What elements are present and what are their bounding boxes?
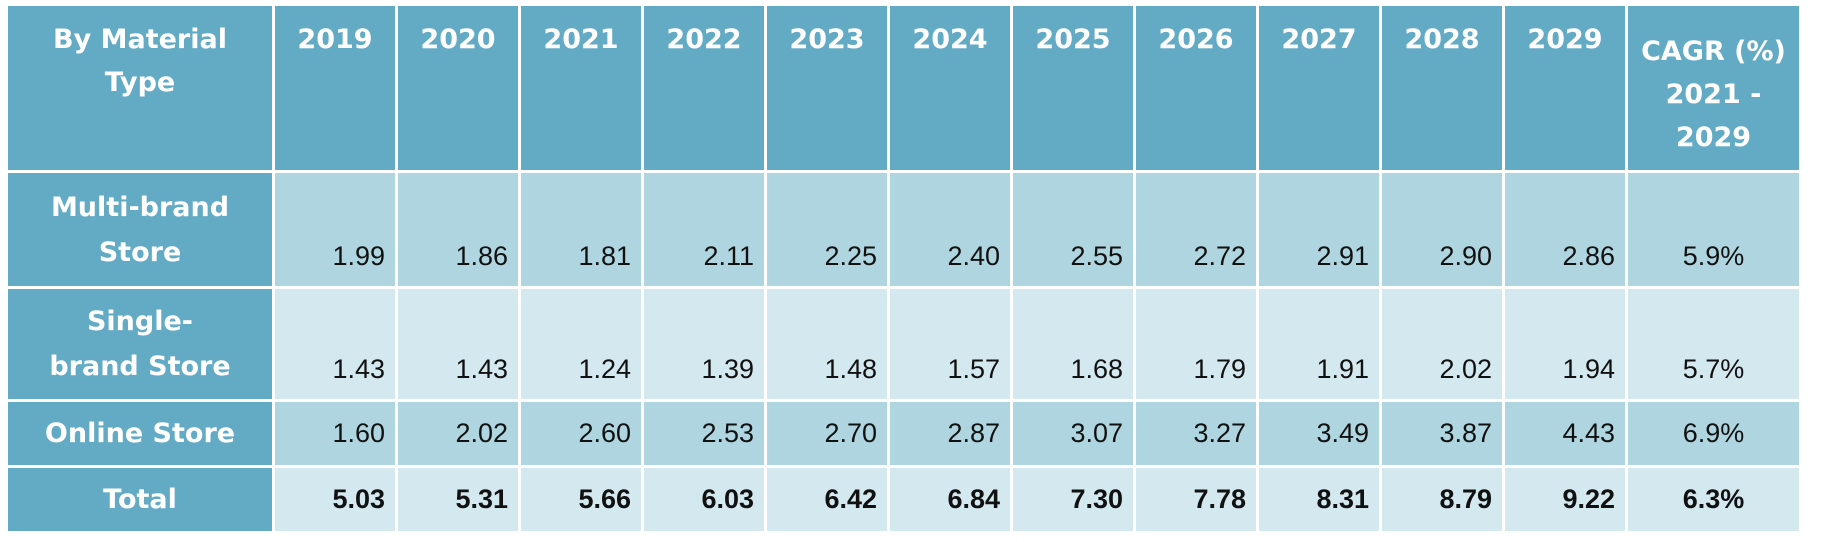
row-label-text: Multi-brand Store: [51, 185, 229, 275]
table-cell: 1.91: [1259, 289, 1379, 399]
table-cell: 2.11: [644, 173, 764, 286]
row-label: Total: [8, 468, 272, 531]
header-year-2020: 2020: [398, 6, 518, 170]
table-cell: 2.86: [1505, 173, 1625, 286]
header-year-2025: 2025: [1013, 6, 1133, 170]
table-cell: 2.55: [1013, 173, 1133, 286]
header-year-2019: 2019: [275, 6, 395, 170]
table-cell: 2.02: [1382, 289, 1502, 399]
table-cell: 1.57: [890, 289, 1010, 399]
header-material-type: By Material Type: [8, 6, 272, 170]
header-year-2021: 2021: [521, 6, 641, 170]
table-cell: 1.79: [1136, 289, 1256, 399]
row-label-line: Online Store: [44, 418, 236, 449]
header-year-2026: 2026: [1136, 6, 1256, 170]
table-cell: 1.43: [398, 289, 518, 399]
table-cell: 2.70: [767, 402, 887, 465]
table-cell: 6.03: [644, 468, 764, 531]
table-cell: 2.90: [1382, 173, 1502, 286]
table-cell: 1.43: [275, 289, 395, 399]
row-label-line: Total: [103, 484, 177, 515]
table-cell: 2.87: [890, 402, 1010, 465]
header-cagr-range-end: 2029: [1675, 121, 1752, 153]
table-cell: 5.03: [275, 468, 395, 531]
row-label: Online Store: [8, 402, 272, 465]
table-cell: 1.48: [767, 289, 887, 399]
row-label-line: Multi-brand: [50, 191, 230, 223]
table-cell: 3.87: [1382, 402, 1502, 465]
header-year-2027: 2027: [1259, 6, 1379, 170]
row-label-text: Single-brand Store: [49, 299, 230, 389]
market-table: By Material Type 2019 2020 2021 2022 202…: [8, 6, 1799, 531]
row-label-line: Store: [98, 236, 182, 268]
row-label-line: brand Store: [49, 351, 231, 382]
table-cell: 4.43: [1505, 402, 1625, 465]
row-label-text: Online Store: [45, 411, 235, 456]
table-cell: 7.78: [1136, 468, 1256, 531]
table-cell: 1.94: [1505, 289, 1625, 399]
header-cagr-title: CAGR (%): [1641, 35, 1786, 67]
table-cell: 3.07: [1013, 402, 1133, 465]
table-cell: 3.49: [1259, 402, 1379, 465]
table-cell: 2.25: [767, 173, 887, 286]
header-year-2024: 2024: [890, 6, 1010, 170]
cagr-cell: 6.3%: [1628, 468, 1799, 531]
table-cell: 3.27: [1136, 402, 1256, 465]
cagr-cell: 5.9%: [1628, 173, 1799, 286]
table-cell: 8.31: [1259, 468, 1379, 531]
row-label-line: Single-: [86, 306, 194, 337]
table-cell: 2.91: [1259, 173, 1379, 286]
row-label: Single-brand Store: [8, 289, 272, 399]
table-cell: 9.22: [1505, 468, 1625, 531]
cagr-cell: 6.9%: [1628, 402, 1799, 465]
table-cell: 2.02: [398, 402, 518, 465]
header-year-2029: 2029: [1505, 6, 1625, 170]
table-cell: 2.53: [644, 402, 764, 465]
table-cell: 8.79: [1382, 468, 1502, 531]
cagr-cell: 5.7%: [1628, 289, 1799, 399]
header-year-2028: 2028: [1382, 6, 1502, 170]
table-cell: 6.42: [767, 468, 887, 531]
table-cell: 1.86: [398, 173, 518, 286]
table-cell: 2.60: [521, 402, 641, 465]
table-cell: 7.30: [1013, 468, 1133, 531]
row-label-text: Total: [103, 477, 177, 522]
table-cell: 1.81: [521, 173, 641, 286]
header-year-2023: 2023: [767, 6, 887, 170]
header-cagr-range-start: 2021 -: [1665, 78, 1762, 110]
table-cell: 6.84: [890, 468, 1010, 531]
table-cell: 1.24: [521, 289, 641, 399]
header-year-2022: 2022: [644, 6, 764, 170]
table-cell: 1.68: [1013, 289, 1133, 399]
table-cell: 2.72: [1136, 173, 1256, 286]
table-cell: 1.60: [275, 402, 395, 465]
table-cell: 1.99: [275, 173, 395, 286]
row-label: Multi-brand Store: [8, 173, 272, 286]
table-cell: 5.31: [398, 468, 518, 531]
table-cell: 1.39: [644, 289, 764, 399]
table-cell: 5.66: [521, 468, 641, 531]
table-cell: 2.40: [890, 173, 1010, 286]
header-cagr: CAGR (%) 2021 - 2029: [1628, 6, 1799, 170]
